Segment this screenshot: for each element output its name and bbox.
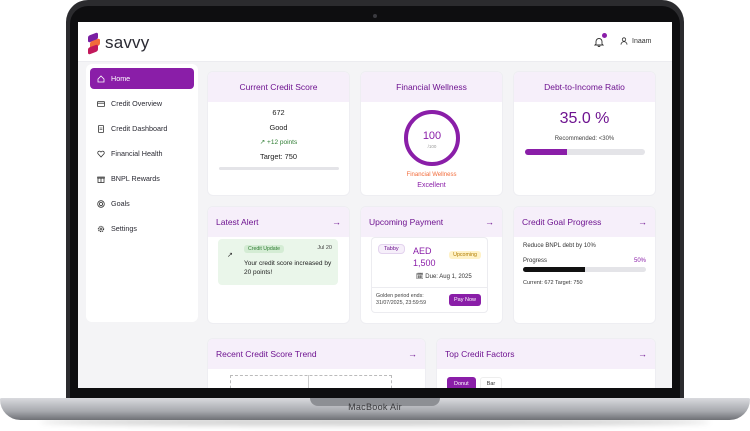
sidebar-item-credit-dashboard[interactable]: Credit Dashboard [90, 118, 194, 139]
alert-item[interactable]: ↗ Credit Update Jul 20 Your credit score… [218, 239, 338, 285]
laptop-notch [310, 398, 440, 406]
wellness-ring: 100 /100 [403, 110, 460, 166]
credit-trend-card: Recent Credit Score Trend → [207, 338, 426, 388]
goal-meta: Current: 672 Target: 750 [523, 280, 583, 286]
document-icon [98, 124, 104, 133]
alert-tag: Credit Update [244, 245, 285, 253]
gift-icon [97, 176, 105, 183]
sidebar-item-credit-overview[interactable]: Credit Overview [90, 93, 194, 114]
sidebar-item-label: BNPL Rewards [111, 174, 160, 183]
sidebar-item-bnpl-rewards[interactable]: BNPL Rewards [90, 168, 194, 189]
notification-dot [602, 33, 607, 38]
sidebar-item-label: Credit Dashboard [111, 124, 168, 133]
financial-wellness-card: Financial Wellness 100 /100 Financial We… [360, 71, 503, 196]
status-badge: Upcoming [449, 251, 481, 259]
arrow-right-icon[interactable]: → [485, 217, 494, 227]
card-title: Top Credit Factors [445, 349, 515, 359]
card-icon [97, 100, 105, 107]
dti-card: Debt-to-Income Ratio 35.0 % Recommended:… [513, 71, 656, 196]
bell-icon[interactable] [594, 37, 604, 47]
sidebar-item-home[interactable]: Home [90, 68, 194, 89]
heart-icon [97, 150, 105, 158]
payment-due: 🗓 Due: Aug 1, 2025 [416, 274, 472, 280]
sidebar-item-label: Credit Overview [111, 99, 163, 108]
progress-fill [524, 149, 567, 155]
goal-progress-bar [523, 267, 646, 272]
trend-chart-area [230, 375, 392, 388]
trend-up-icon: ↗ [227, 252, 233, 259]
app-screen: savvy Inaam Home Cred [78, 22, 672, 388]
user-menu[interactable]: Inaam [620, 37, 651, 45]
chart-type-tabs: Donut Bar [437, 369, 655, 388]
latest-alert-card: Latest Alert → ↗ Credit Update Jul 20 Yo… [207, 206, 350, 324]
payment-amount: AED 1,500 [413, 246, 436, 268]
sidebar-item-label: Settings [111, 224, 137, 233]
gear-icon [97, 225, 105, 232]
sidebar: Home Credit Overview Credit Dashboard Fi… [86, 64, 198, 322]
chart-gridline [308, 375, 309, 388]
upcoming-payment-card: Upcoming Payment → Tabby AED 1,500 Upcom… [360, 206, 503, 324]
arrow-right-icon[interactable]: → [638, 349, 647, 359]
logo-mark-icon [88, 32, 100, 55]
payment-item: Tabby AED 1,500 Upcoming 🗓 Due: Aug 1, 2… [371, 237, 488, 313]
arrow-right-icon[interactable]: → [408, 349, 417, 359]
goal-progress-label: Progress [523, 258, 548, 264]
laptop-base [0, 398, 750, 420]
credit-score-value: 672 [272, 108, 285, 117]
user-name: Inaam [632, 37, 652, 45]
calendar-icon: 🗓 [416, 274, 424, 280]
wellness-status: Excellent [417, 182, 446, 189]
sidebar-item-goals[interactable]: Goals [90, 193, 194, 214]
pay-now-button[interactable]: Pay Now [448, 294, 481, 306]
sidebar-item-settings[interactable]: Settings [90, 218, 194, 239]
card-title: Credit Goal Progress [522, 217, 602, 227]
target-icon [97, 199, 105, 208]
credit-score-change: ↗ +12 points [259, 139, 298, 146]
credit-factors-card: Top Credit Factors → Donut Bar [436, 338, 656, 388]
payment-note: Golden period ends: 31/07/2025, 23:59:59 [376, 293, 427, 307]
card-title: Debt-to-Income Ratio [514, 72, 655, 102]
device-label: MacBook Air [348, 402, 402, 412]
camera [373, 14, 377, 18]
sidebar-item-label: Goals [111, 199, 130, 208]
sidebar-item-label: Home [111, 74, 131, 83]
credit-score-rating: Good [269, 123, 288, 132]
logo[interactable]: savvy [88, 32, 150, 55]
wellness-label: Financial Wellness [406, 172, 457, 178]
card-title: Recent Credit Score Trend [216, 349, 317, 359]
laptop-shadow [40, 418, 710, 426]
dti-value: 35.0 % [559, 110, 610, 127]
top-bar: savvy Inaam [78, 22, 672, 62]
credit-score-target: Target: 750 [260, 152, 297, 161]
provider-badge: Tabby [378, 244, 405, 254]
user-icon [620, 37, 628, 45]
progress-fill [523, 267, 585, 272]
credit-goal-card: Credit Goal Progress → Reduce BNPL debt … [513, 206, 656, 324]
card-title: Latest Alert [216, 217, 259, 227]
arrow-right-icon[interactable]: → [332, 217, 341, 227]
home-icon [97, 74, 105, 82]
sidebar-item-label: Financial Health [111, 149, 163, 158]
alert-date: Jul 20 [317, 245, 332, 251]
card-title: Financial Wellness [361, 72, 502, 102]
card-title: Current Credit Score [208, 72, 349, 102]
wellness-out-of: /100 [427, 144, 436, 149]
arrow-right-icon[interactable]: → [638, 217, 647, 227]
logo-text: savvy [105, 33, 150, 52]
dti-progress [524, 149, 645, 155]
tab-donut[interactable]: Donut [447, 377, 476, 388]
credit-score-progress [218, 167, 339, 170]
goal-description: Reduce BNPL debt by 10% [523, 243, 596, 249]
goal-progress-pct: 50% [633, 258, 646, 264]
dti-recommended: Recommended: <30% [554, 136, 615, 142]
tab-bar[interactable]: Bar [479, 377, 503, 388]
card-title: Upcoming Payment [369, 217, 444, 227]
credit-score-card: Current Credit Score 672 Good ↗ +12 poin… [207, 71, 350, 196]
sidebar-item-financial-health[interactable]: Financial Health [90, 143, 194, 164]
alert-text: Your credit score increased by 20 points… [244, 260, 332, 277]
trend-up-icon: ↗ [259, 139, 266, 146]
wellness-score: 100 [422, 130, 440, 142]
